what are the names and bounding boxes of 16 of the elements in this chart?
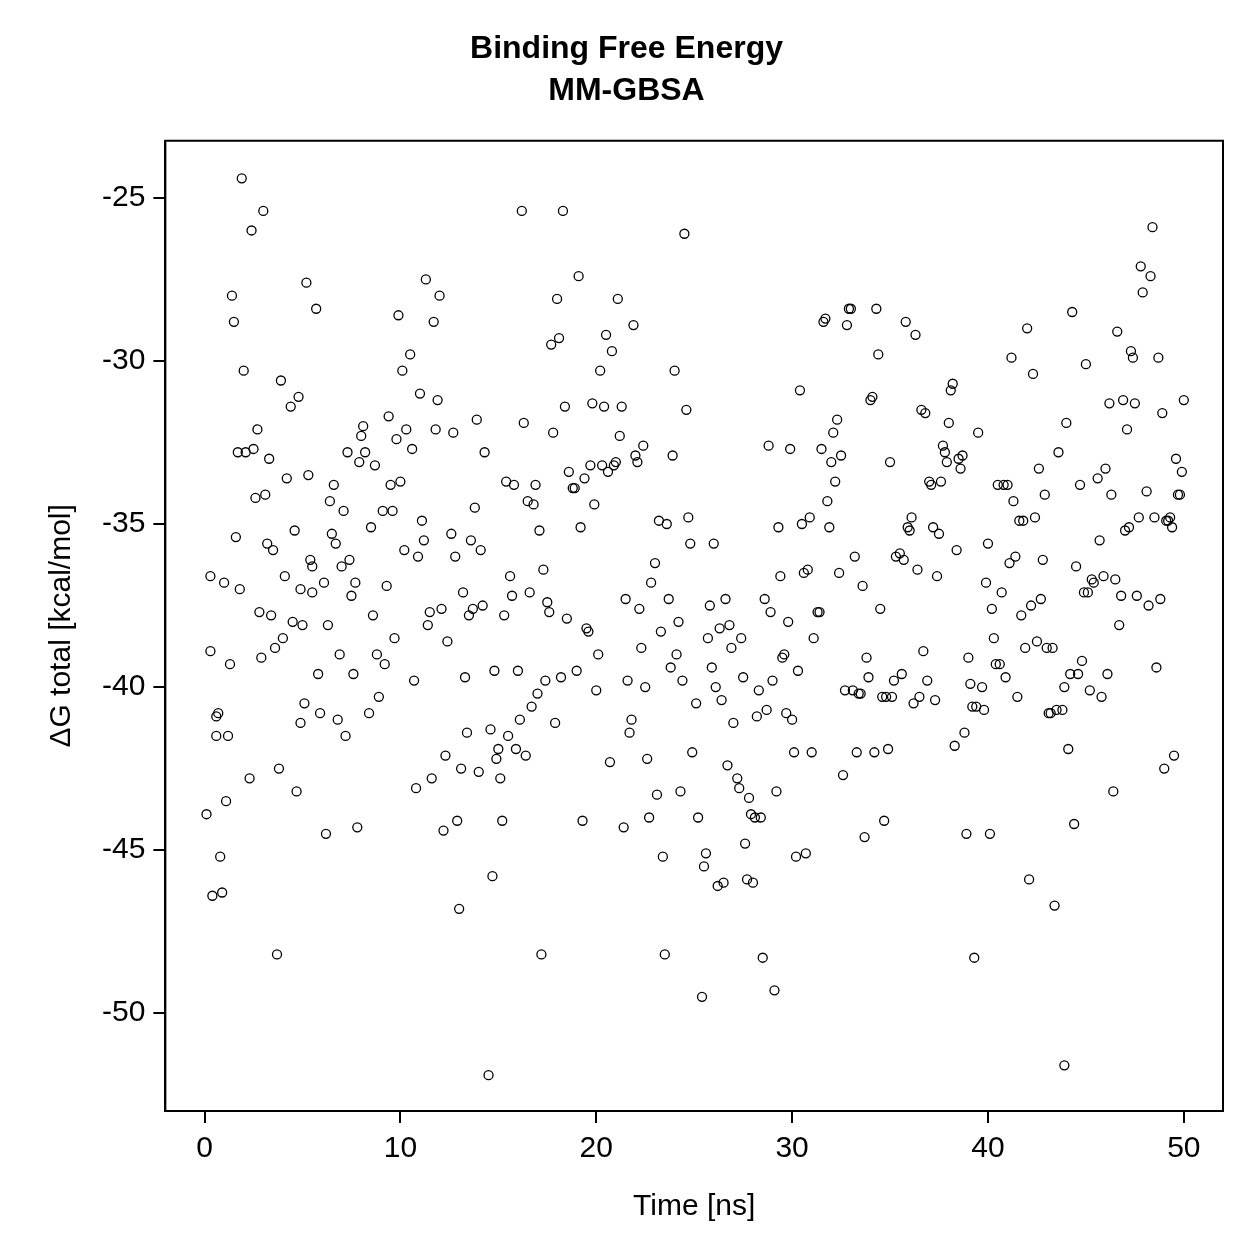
y-tick-label: -40 <box>102 668 146 702</box>
x-tick-label: 40 <box>971 1130 1005 1164</box>
x-tick-label: 30 <box>775 1130 809 1164</box>
y-tick-label: -45 <box>102 831 146 865</box>
x-tick-label: 0 <box>196 1130 213 1164</box>
x-tick-label: 20 <box>579 1130 613 1164</box>
y-tick-label: -50 <box>102 994 146 1028</box>
x-axis-title: Time [ns] <box>633 1188 756 1222</box>
y-tick-label: -25 <box>102 179 146 213</box>
y-axis-title: ΔG total [kcal/mol] <box>43 504 77 748</box>
chart-title: Binding Free Energy <box>470 29 784 66</box>
y-tick-label: -35 <box>102 505 146 539</box>
chart-subtitle: MM-GBSA <box>548 71 705 108</box>
y-tick-label: -30 <box>102 342 146 376</box>
x-tick-label: 10 <box>383 1130 418 1164</box>
x-tick-label: 50 <box>1167 1130 1201 1164</box>
